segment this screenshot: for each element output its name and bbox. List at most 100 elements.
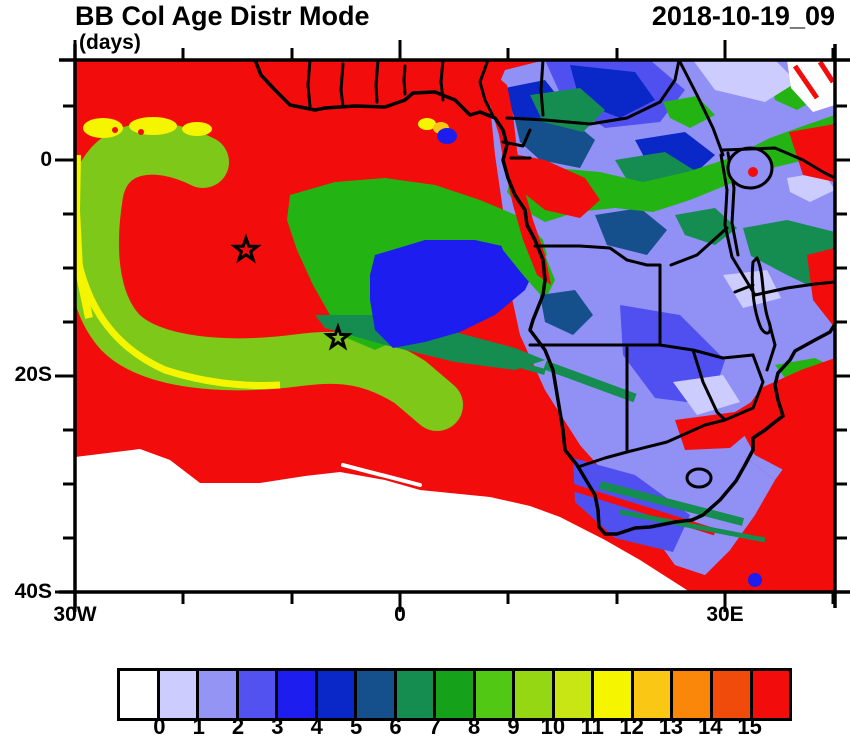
country-border	[677, 60, 725, 157]
country-border	[539, 60, 545, 117]
field-lavender-patch	[787, 172, 835, 202]
field-seagreen-band	[315, 315, 545, 370]
y-tick-label-40s: 40S	[14, 580, 52, 603]
field-steel-patch	[595, 208, 667, 255]
colorbar-cell	[749, 671, 790, 718]
y-tick-label-0: 0	[40, 148, 52, 171]
colorbar	[117, 668, 792, 721]
field-red-speck	[748, 167, 758, 177]
country-border	[753, 280, 835, 297]
colorbar-cell	[275, 671, 315, 718]
country-border	[478, 60, 495, 118]
lake-malawi	[750, 256, 772, 335]
colorbar-value-label: 9	[507, 714, 520, 739]
colorbar-cell	[314, 671, 355, 718]
colorbar-value-label: 13	[658, 714, 684, 739]
country-border	[533, 244, 662, 347]
colorbar-cell	[472, 671, 513, 718]
x-tick-label-0: 0	[394, 603, 406, 626]
field-lightgreen-crescent	[75, 122, 463, 431]
colorbar-value-label: 8	[468, 714, 481, 739]
colorbar-value-label: 5	[349, 714, 363, 739]
lesotho-border	[685, 467, 713, 489]
field-yellow-patch	[83, 118, 123, 138]
x-tick-label-30w: 30W	[53, 603, 97, 626]
field-yellow-fringe	[75, 259, 281, 389]
plot-frame	[55, 40, 850, 612]
field-green-angola-strip	[493, 225, 555, 300]
map-canvas	[55, 40, 850, 612]
field-seagreen-streak	[543, 360, 637, 403]
page-title: BB Col Age Distr Mode	[75, 1, 370, 31]
field-yellow-patch	[182, 122, 212, 136]
field-red-patch	[807, 248, 835, 328]
colorbar-value-label: 7	[428, 714, 441, 739]
map-field	[75, 60, 835, 592]
colorbar-value-label: 14	[698, 714, 723, 739]
field-red-patch	[503, 152, 600, 218]
colorbar-cell	[354, 671, 394, 718]
field-blue-wedge	[370, 240, 537, 348]
x-tick-label-30e: 30E	[706, 603, 744, 626]
country-border	[721, 146, 835, 180]
colorbar-cell	[591, 671, 631, 718]
colorbar-value-label: 2	[231, 714, 245, 739]
field-lavender-patch	[673, 375, 740, 415]
colorbar-value-label: 10	[540, 714, 566, 739]
country-border	[306, 60, 312, 109]
colorbar-cell	[433, 671, 473, 718]
field-seagreen-streak	[494, 355, 546, 375]
country-border	[374, 60, 380, 104]
colorbar-cell	[156, 671, 197, 718]
country-border	[733, 283, 777, 372]
country-border	[501, 128, 532, 160]
field-seagreen-patch	[675, 208, 737, 245]
field-white-wedge	[75, 449, 690, 592]
colorbar-cell	[630, 671, 671, 718]
colorbar-value-label: 11	[580, 714, 604, 739]
colorbar-value-label: 3	[271, 714, 284, 739]
colorbar-value-label: 15	[737, 714, 762, 739]
field-seagreen-streak	[619, 509, 766, 543]
colorbar-cell	[709, 671, 750, 718]
field-blue-speck	[437, 128, 457, 144]
lake-tanganyika	[719, 153, 734, 259]
colorbar-value-label: 1	[192, 714, 205, 739]
field-white-sliver	[457, 494, 598, 549]
colorbar-cell	[670, 671, 710, 718]
field-seagreen-streak	[598, 481, 745, 526]
field-blue-speck	[748, 573, 762, 587]
field-yellow-patch	[418, 118, 436, 130]
field-red-streak	[817, 60, 835, 84]
datetime-label: 2018-10-19_09	[651, 1, 835, 31]
units-label: (days)	[79, 31, 141, 54]
field-red-coastal-strip	[457, 68, 551, 285]
field-red-streak	[792, 64, 820, 100]
field-red-patch	[789, 124, 835, 182]
field-steel-patch	[540, 290, 593, 335]
country-border	[439, 60, 445, 102]
colorbar-value-label: 4	[310, 714, 323, 739]
country-border	[528, 343, 755, 360]
colorbar-cell	[120, 671, 157, 718]
colorbar-value-label: 12	[619, 714, 644, 739]
country-border	[505, 60, 681, 126]
country-border	[669, 226, 729, 267]
axis-ticks	[55, 40, 850, 612]
field-white-sliver	[341, 463, 422, 487]
colorbar-cell	[196, 671, 236, 718]
country-border	[715, 353, 765, 422]
africa-coastline	[253, 60, 835, 536]
country-border	[402, 64, 407, 96]
colorbar-cell	[512, 671, 552, 718]
field-lavender-patch	[693, 60, 797, 102]
country-border	[339, 62, 345, 108]
country-border	[691, 348, 719, 414]
colorbar-value-label: 0	[153, 714, 166, 739]
colorbar-labels: 0 1 2 3 4 5 6 7 8 9 10 11 12 13 14 15	[0, 714, 850, 744]
coastline-borders	[253, 60, 835, 536]
field-yellow-patch	[129, 117, 177, 135]
colorbar-cell	[393, 671, 434, 718]
star-marker-1	[230, 233, 262, 264]
